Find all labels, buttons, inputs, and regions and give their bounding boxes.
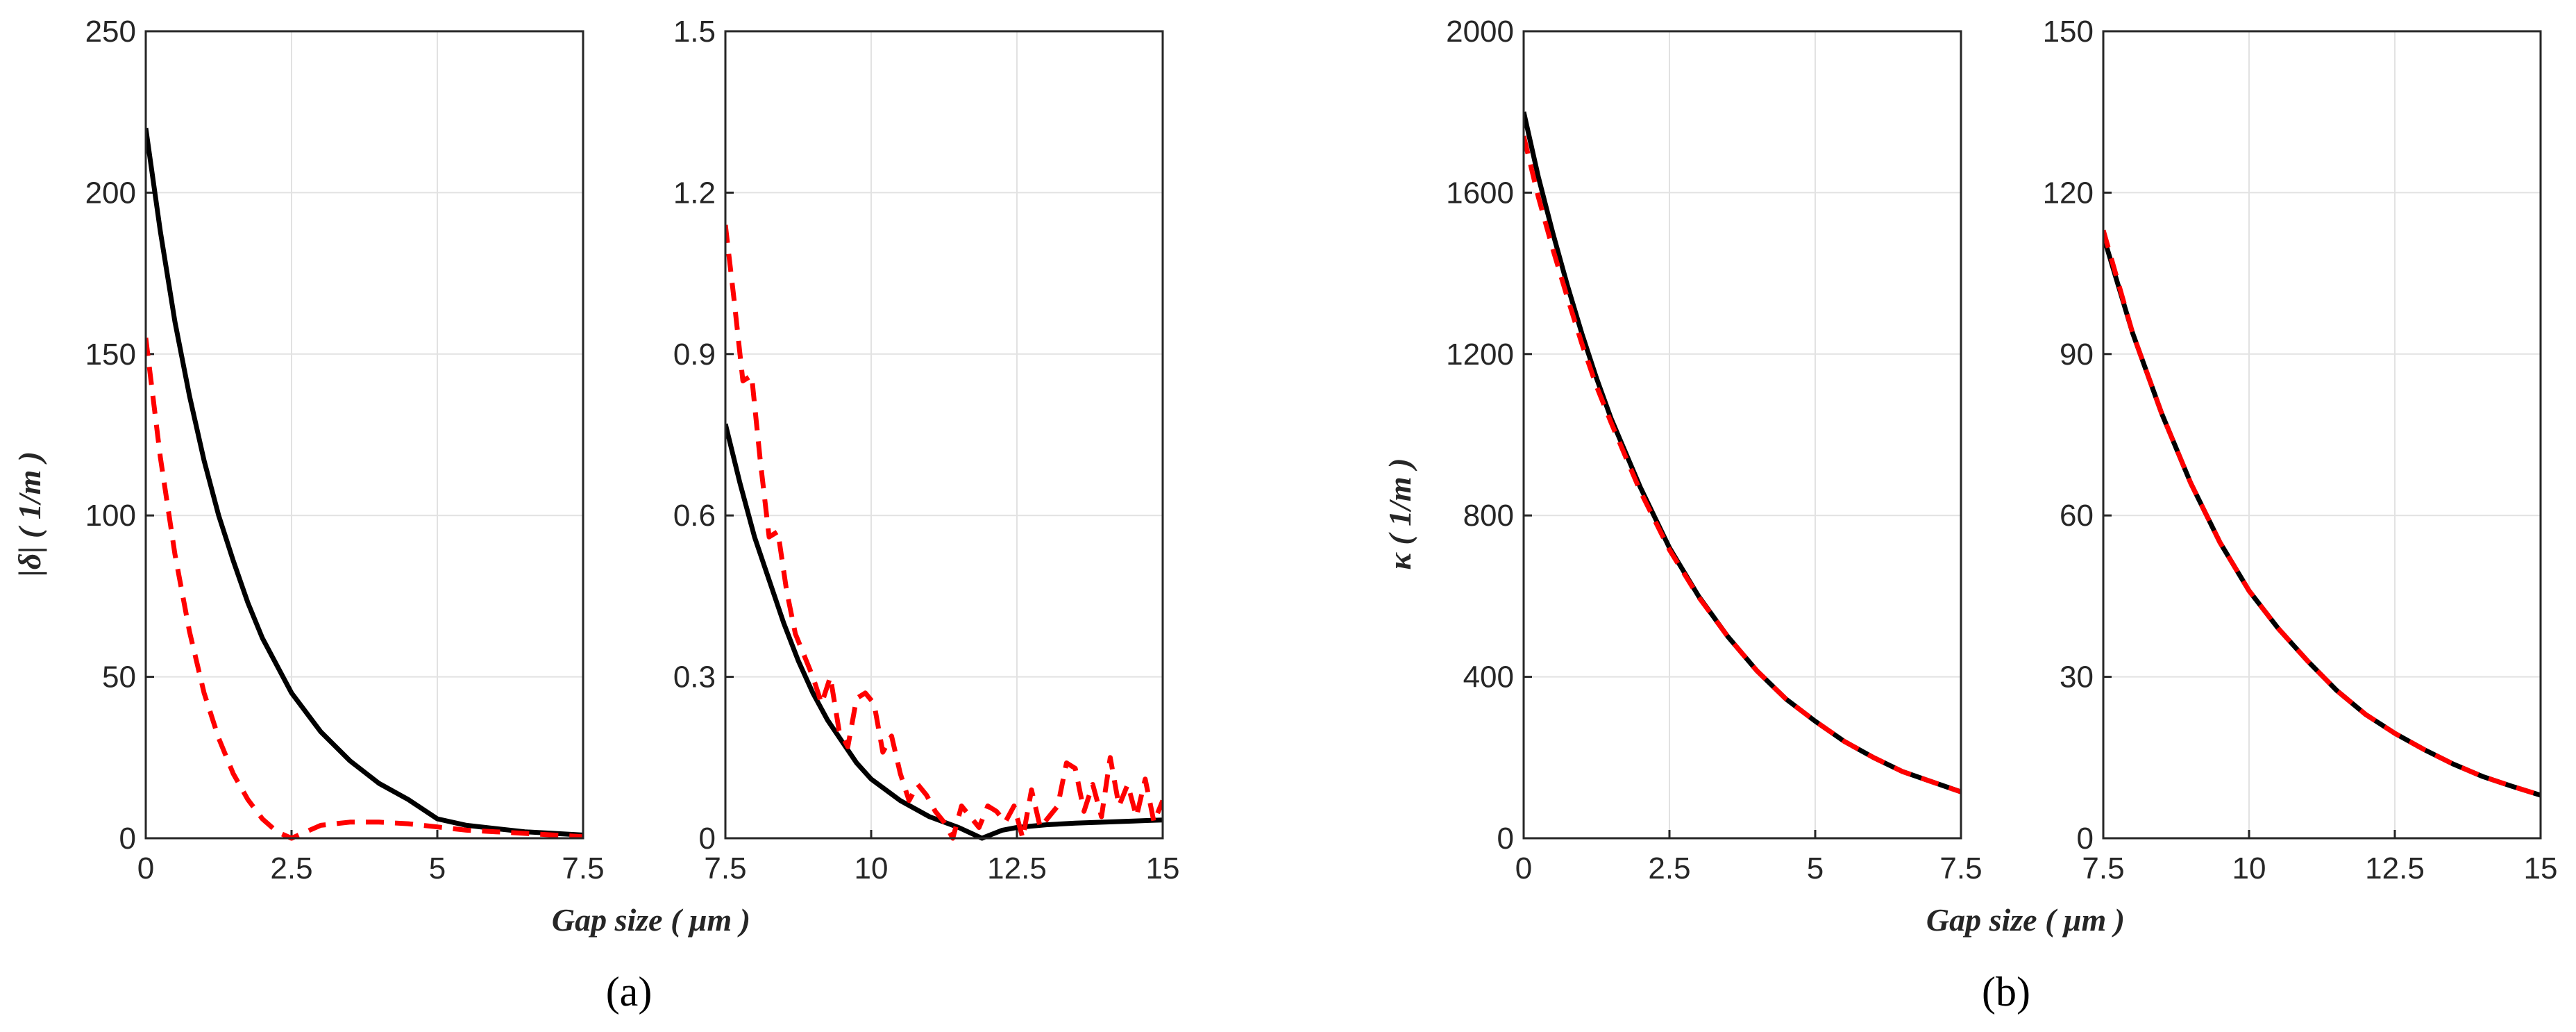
y-tick-label: 150 <box>85 338 136 372</box>
axes-frame <box>144 30 584 840</box>
x-tick-label: 10 <box>855 851 889 885</box>
y-tick-label: 120 <box>2043 176 2094 210</box>
x-tick-label: 7.5 <box>2082 851 2124 885</box>
y-tick-label: 0 <box>119 822 136 856</box>
dashed-red-series <box>146 338 583 841</box>
y-tick-label: 0 <box>2077 822 2094 856</box>
plot-a-right: 7.5 10 12.5 15 0 0.3 0.6 0.9 1.2 1.5 <box>673 15 1180 885</box>
dashed-red-series <box>2103 229 2541 798</box>
x-tick-label: 7.5 <box>562 851 604 885</box>
x-tick-label: 15 <box>2524 851 2558 885</box>
y-tick-label: 100 <box>85 499 136 533</box>
x-tick-label: 5 <box>429 851 446 885</box>
solid-black-series <box>725 423 1163 841</box>
y-tick-label: 800 <box>1463 499 1514 533</box>
y-tick-label: 2000 <box>1446 15 1514 49</box>
y-tick-label: 50 <box>102 660 136 694</box>
axes-frame <box>1522 30 1962 840</box>
x-tick-label: 2.5 <box>270 851 312 885</box>
x-tick-label: 5 <box>1807 851 1824 885</box>
plot-b-left: 0 2.5 5 7.5 0 400 800 1200 1600 2000 <box>1446 15 1982 885</box>
panel-a-label: (a) <box>606 969 653 1015</box>
y-tick-label: 250 <box>85 15 136 49</box>
y-tick-label: 0 <box>1497 822 1514 856</box>
x-tick-label: 10 <box>2232 851 2266 885</box>
panel-b-label: (b) <box>1982 969 2030 1015</box>
panel-a-ylabel: |δ| ( 1/m ) <box>12 451 47 577</box>
y-tick-label: 30 <box>2060 660 2094 694</box>
dashed-red-series <box>725 224 1163 841</box>
dashed-red-series <box>1524 135 1961 794</box>
x-tick-label: 7.5 <box>1939 851 1982 885</box>
y-tick-label: 200 <box>85 176 136 210</box>
panel-b-xlabel: Gap size ( μm ) <box>1926 902 2125 938</box>
plot-a-left: 0 2.5 5 7.5 0 50 100 150 200 250 <box>85 15 605 885</box>
y-tick-label: 400 <box>1463 660 1514 694</box>
solid-black-series <box>1524 111 1961 794</box>
y-tick-label: 1.2 <box>673 176 716 210</box>
y-tick-label: 90 <box>2060 338 2094 372</box>
x-tick-label: 2.5 <box>1648 851 1690 885</box>
y-tick-label: 0.9 <box>673 338 716 372</box>
y-tick-label: 0.6 <box>673 499 716 533</box>
y-tick-label: 0 <box>699 822 716 856</box>
y-tick-label: 1.5 <box>673 15 716 49</box>
x-tick-label: 0 <box>1515 851 1532 885</box>
panel-a-xlabel: Gap size ( μm ) <box>552 902 750 938</box>
x-tick-label: 12.5 <box>987 851 1047 885</box>
axes-frame <box>2102 30 2542 840</box>
y-tick-label: 0.3 <box>673 660 716 694</box>
y-tick-label: 150 <box>2043 15 2094 49</box>
x-tick-label: 15 <box>1146 851 1180 885</box>
x-tick-label: 0 <box>137 851 154 885</box>
y-tick-label: 60 <box>2060 499 2094 533</box>
y-tick-label: 1200 <box>1446 338 1514 372</box>
axes-frame <box>724 30 1164 840</box>
y-tick-label: 1600 <box>1446 176 1514 210</box>
x-tick-label: 7.5 <box>704 851 746 885</box>
solid-black-series <box>146 127 583 838</box>
x-tick-label: 12.5 <box>2365 851 2425 885</box>
panel-b-ylabel: κ ( 1/m ) <box>1382 458 1417 569</box>
